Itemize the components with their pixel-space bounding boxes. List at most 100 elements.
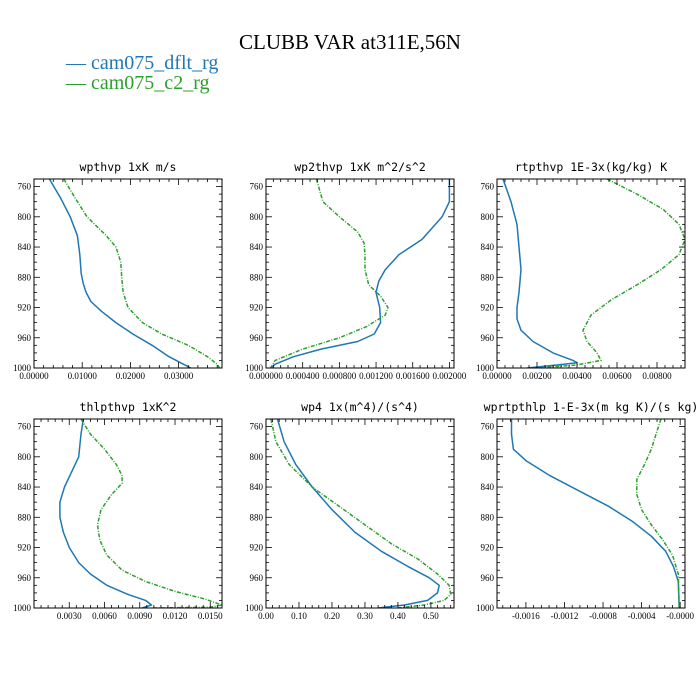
x-tick-label: 0.0090 — [127, 611, 152, 621]
panel-5: wprtpthlp 1-E-3x(m kg K)/(s kg) 760 800 840… — [476, 400, 698, 621]
y-tick-label: 840 — [250, 242, 264, 252]
x-tick-label: 0.10 — [291, 611, 307, 621]
x-tick-label: 0.20 — [324, 611, 340, 621]
y-tick-label: 1000 — [245, 363, 264, 373]
legend-entry-dflt: — cam075_dflt_rg — [66, 52, 219, 74]
y-tick-label: 960 — [18, 573, 32, 583]
plot-frame — [265, 178, 455, 369]
main-title: CLUBB VAR at311E,56N — [239, 30, 461, 54]
x-tick-label: 0.30 — [357, 611, 373, 621]
y-tick-label: 880 — [481, 272, 495, 282]
x-tick-label: 0.000400 — [286, 371, 320, 381]
y-tick-label: 800 — [18, 212, 32, 222]
y-tick-label: 840 — [18, 242, 32, 252]
y-tick-label: 1000 — [13, 363, 32, 373]
series-line-1 — [536, 179, 685, 368]
y-tick-label: 800 — [18, 452, 32, 462]
panel-0: wpthvp 1xK m/s 760 800 840 880 920 960 10000.00… — [13, 160, 223, 381]
x-tick-label: -0.0008 — [589, 611, 617, 621]
panel-title: wp4 1x(m^4)/(s^4) — [301, 400, 419, 414]
y-tick-label: 920 — [481, 543, 495, 553]
x-tick-label: 0.00800 — [642, 371, 672, 381]
panel-3: thlpthvp 1xK^2 760 800 840 880 920 960 1000 0.00… — [13, 400, 223, 621]
x-tick-label: 0.000800 — [322, 371, 356, 381]
x-tick-label: 0.000000 — [249, 371, 283, 381]
series-line-1 — [636, 419, 680, 608]
y-tick-label: 800 — [481, 212, 495, 222]
x-tick-label: 0.0120 — [163, 611, 188, 621]
y-tick-label: 840 — [250, 482, 264, 492]
x-tick-label: 0.00 — [258, 611, 274, 621]
x-tick-label: 0.03000 — [164, 371, 194, 381]
series-line-1 — [80, 419, 222, 608]
x-tick-label: 0.02000 — [116, 371, 146, 381]
x-tick-label: -0.0004 — [628, 611, 656, 621]
panel-2: rtpthvp 1E-3x(kg/kg) K 760 800 840 880 920 960… — [476, 160, 686, 381]
y-tick-label: 920 — [18, 303, 32, 313]
x-tick-label: 0.40 — [390, 611, 406, 621]
y-tick-label: 920 — [250, 543, 264, 553]
series-line-0 — [502, 179, 578, 368]
y-tick-label: 800 — [250, 452, 264, 462]
y-tick-label: 800 — [481, 452, 495, 462]
y-tick-label: 960 — [250, 333, 264, 343]
x-tick-label: 0.0030 — [57, 611, 82, 621]
x-tick-label: -0.0000 — [666, 611, 694, 621]
y-tick-label: 960 — [481, 333, 495, 343]
x-tick-label: -0.0012 — [551, 611, 579, 621]
panel-title: wp2thvp 1xK m^2/s^2 — [294, 160, 426, 174]
x-tick-label: 0.0150 — [198, 611, 223, 621]
plot-frame — [33, 178, 223, 369]
plot-frame — [496, 418, 686, 609]
plot-frame — [496, 178, 686, 369]
series-line-0 — [59, 419, 153, 608]
panel-1: wp2thvp 1xK m^2/s^2 760 800 840 880 920 960 100… — [245, 160, 467, 381]
y-tick-label: 1000 — [13, 603, 32, 613]
x-tick-label: -0.0016 — [512, 611, 540, 621]
y-tick-label: 1000 — [476, 603, 495, 613]
series-line-0 — [48, 179, 192, 368]
plot-frame — [265, 418, 455, 609]
panel-4: wp4 1x(m^4)/(s^4)76080084088092096010000… — [245, 400, 455, 621]
series-line-0 — [510, 419, 680, 608]
x-tick-label: 0.01000 — [68, 371, 98, 381]
y-tick-label: 760 — [250, 422, 264, 432]
series-line-1 — [63, 179, 221, 368]
x-tick-label: 0.00000 — [482, 371, 512, 381]
panel-title: thlpthvp 1xK^2 — [80, 400, 177, 414]
panel-title: wprtpthlp 1-E-3x(m kg K)/(s kg) — [484, 400, 699, 414]
x-tick-label: 0.50 — [423, 611, 439, 621]
y-tick-label: 760 — [481, 422, 495, 432]
series-line-1 — [270, 419, 452, 608]
y-tick-label: 880 — [18, 272, 32, 282]
x-tick-label: 0.00200 — [522, 371, 552, 381]
y-tick-label: 760 — [18, 422, 32, 432]
y-tick-label: 920 — [18, 543, 32, 553]
y-tick-label: 960 — [18, 333, 32, 343]
y-tick-label: 880 — [250, 272, 264, 282]
y-tick-label: 840 — [481, 482, 495, 492]
y-tick-label: 760 — [250, 182, 264, 192]
y-tick-label: 760 — [18, 182, 32, 192]
y-tick-label: 920 — [250, 303, 264, 313]
panel-title: rtpthvp 1E-3x(kg/kg) K — [515, 160, 667, 174]
x-tick-label: 0.00000 — [19, 371, 49, 381]
y-tick-label: 960 — [481, 573, 495, 583]
y-tick-label: 880 — [18, 512, 32, 522]
y-tick-label: 1000 — [476, 363, 495, 373]
y-tick-label: 880 — [481, 512, 495, 522]
x-tick-label: 0.002000 — [433, 371, 467, 381]
panel-title: wpthvp 1xK m/s — [80, 160, 177, 174]
y-tick-label: 840 — [481, 242, 495, 252]
series-line-0 — [276, 419, 440, 608]
x-tick-label: 0.0060 — [92, 611, 117, 621]
y-tick-label: 1000 — [245, 603, 264, 613]
plot-frame — [33, 418, 223, 609]
y-tick-label: 880 — [250, 512, 264, 522]
y-tick-label: 920 — [481, 303, 495, 313]
x-tick-label: 0.001200 — [359, 371, 393, 381]
x-tick-label: 0.001600 — [396, 371, 430, 381]
x-tick-label: 0.00400 — [562, 371, 592, 381]
y-tick-label: 960 — [250, 573, 264, 583]
